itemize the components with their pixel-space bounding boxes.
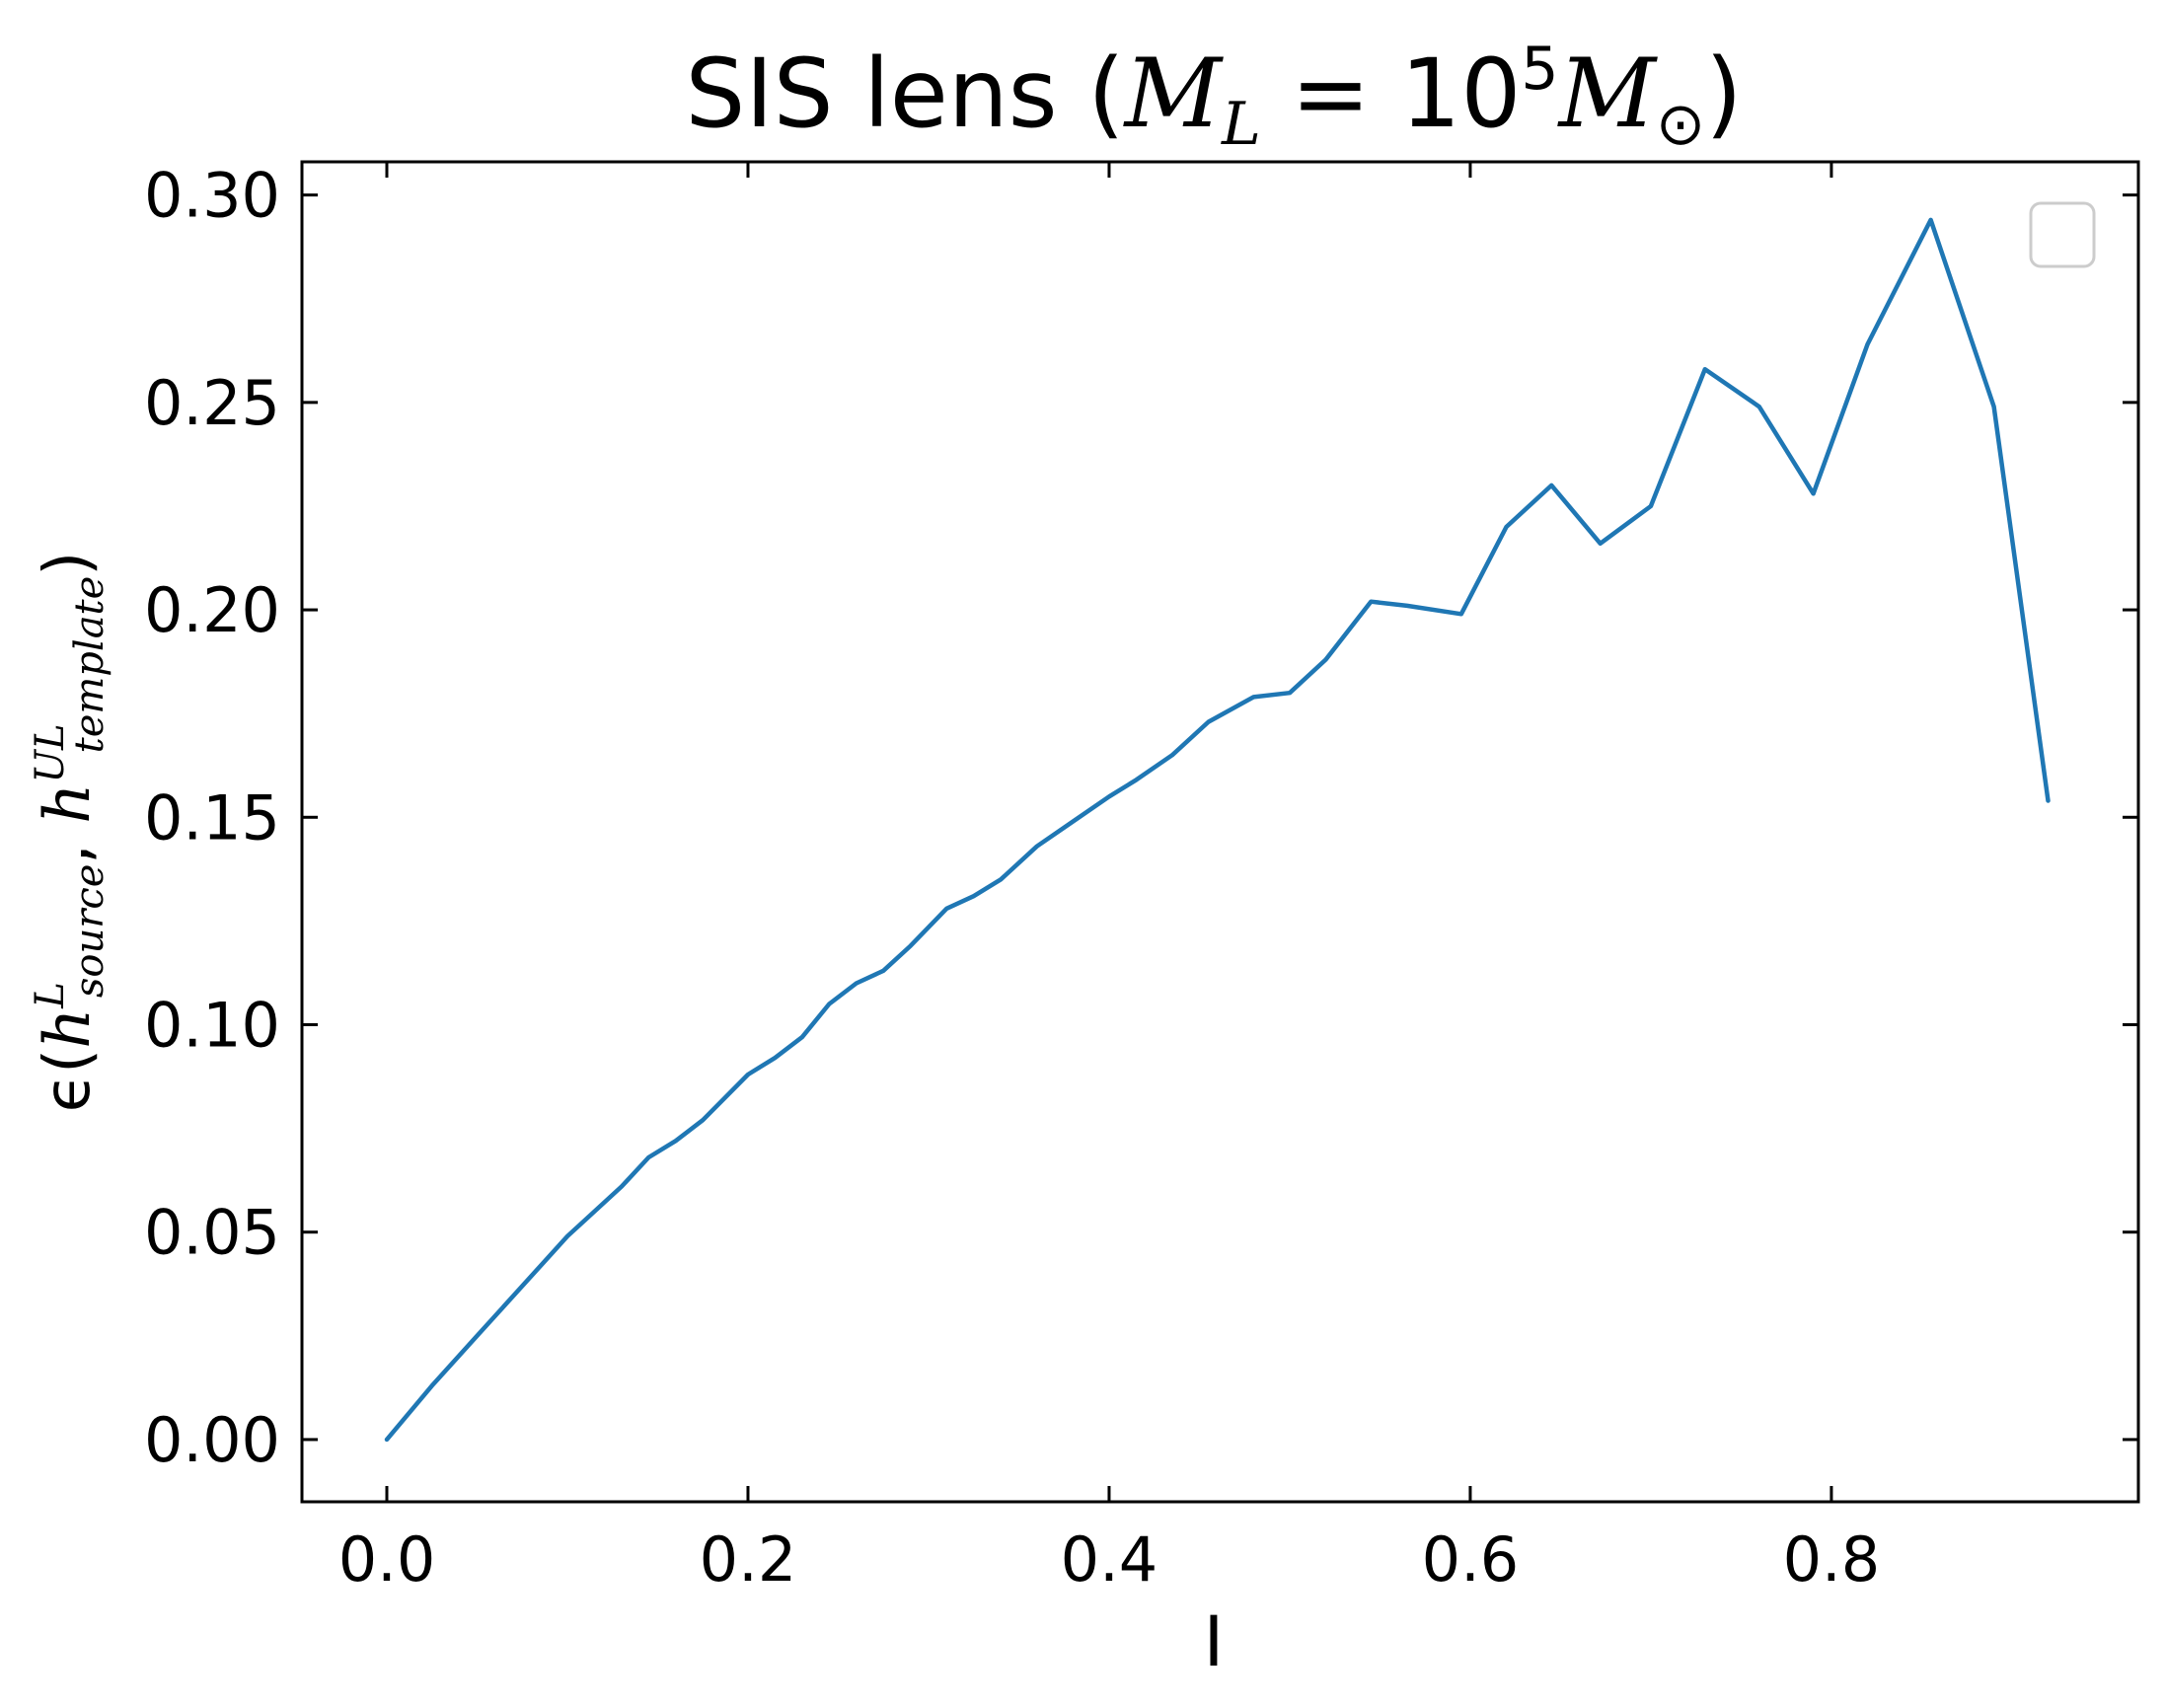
series-line <box>384 217 2051 1443</box>
x-tick-label: 0.8 <box>1783 1523 1881 1596</box>
x-tick-label: 0.2 <box>700 1523 797 1596</box>
x-axis: 0.0 0.2 0.4 0.6 0.8 <box>338 162 1881 1596</box>
ylabel-h2-sup: UL <box>28 723 73 782</box>
title-suffix: ) <box>1705 38 1742 149</box>
title-exponent: 5 <box>1521 35 1558 104</box>
ylabel-comma: , <box>32 824 105 864</box>
y-axis-label: ϵ(hLsource, hULtemplate) <box>28 552 112 1113</box>
y-axis: 0.00 0.05 0.10 0.15 0.20 0.25 0.30 <box>144 160 2138 1476</box>
y-tick-label: 0.05 <box>144 1197 280 1269</box>
ylabel-h2-sub: template <box>67 576 112 754</box>
legend-box <box>2029 201 2096 268</box>
ylabel-h1: h <box>32 1008 105 1049</box>
title-equals: = 10 <box>1261 38 1522 149</box>
x-tick-label: 0.0 <box>338 1523 436 1596</box>
title-mass-subscript: L <box>1221 90 1261 159</box>
y-tick-label: 0.15 <box>144 781 280 854</box>
y-tick-label: 0.00 <box>144 1404 280 1476</box>
title-prefix: SIS lens ( <box>685 38 1124 149</box>
title-solar-subscript: ⊙ <box>1656 90 1705 159</box>
ylabel-h1-sub: source <box>67 864 112 999</box>
ylabel-h2: h <box>32 783 105 824</box>
ylabel-prefix: ϵ( <box>32 1049 105 1112</box>
x-axis-label: I <box>1204 1601 1225 1682</box>
y-tick-label: 0.30 <box>144 160 280 232</box>
y-tick-label: 0.25 <box>144 367 280 439</box>
y-tick-label: 0.20 <box>144 574 280 646</box>
series-layer <box>384 217 2051 1443</box>
chart-title: SIS lens (ML = 105M⊙) <box>685 35 1742 159</box>
x-tick-label: 0.4 <box>1061 1523 1158 1596</box>
ylabel-h1-sup: L <box>28 982 73 1009</box>
y-tick-label: 0.10 <box>144 990 280 1062</box>
title-solar-symbol: M <box>1557 38 1659 149</box>
x-tick-label: 0.6 <box>1422 1523 1520 1596</box>
plot-area <box>300 160 2140 1504</box>
title-mass-symbol: M <box>1123 38 1225 149</box>
ylabel-suffix: ) <box>32 552 105 576</box>
